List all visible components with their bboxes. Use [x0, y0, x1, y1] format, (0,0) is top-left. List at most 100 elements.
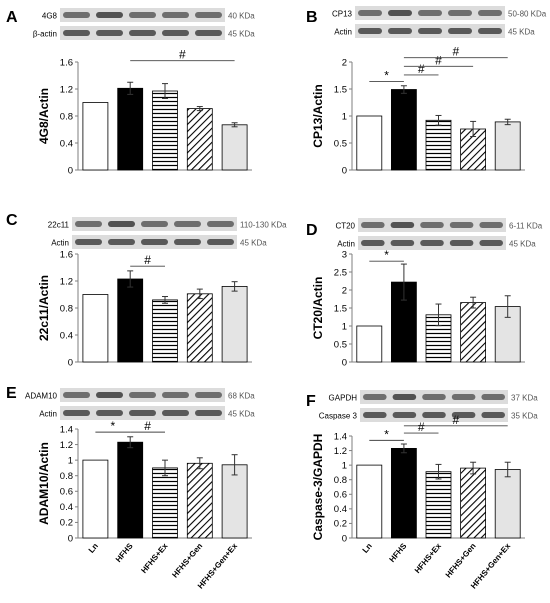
blot-label: CP13	[332, 10, 353, 19]
bar-hfhs-ex	[426, 120, 451, 170]
y-tick-label: 0.4	[334, 504, 347, 515]
significance-marker: *	[369, 427, 404, 441]
blot-band	[75, 221, 102, 227]
y-tick-label: 0.4	[60, 138, 73, 149]
blot-label: Actin	[39, 410, 57, 419]
y-tick-label: 1.5	[334, 84, 347, 95]
blot-label: Actin	[334, 28, 352, 37]
blot-strip: β-actin 45 KDa	[33, 26, 255, 40]
bar-hfhs-gen-ex	[495, 470, 520, 539]
y-tick-label: 1.5	[334, 303, 347, 314]
blot-size: 45 KDa	[240, 239, 267, 248]
y-tick-label: 0.8	[60, 111, 73, 122]
blot-band	[422, 394, 446, 400]
blot-label: β-actin	[33, 30, 57, 39]
blot-size: 45 KDa	[228, 410, 255, 419]
y-tick-label: 0.8	[60, 303, 73, 314]
bar-hfhs-gen	[187, 294, 212, 362]
blot-band	[141, 221, 168, 227]
y-tick-label: 1	[342, 111, 347, 122]
bar-hfhs-gen	[187, 463, 212, 538]
blot-band	[422, 412, 446, 418]
blot-band	[358, 28, 382, 34]
blot-band	[448, 28, 472, 34]
bar-ln	[357, 326, 382, 362]
blot-size: 68 KDa	[228, 392, 255, 401]
blot-strip: 22c11 110-130 KDa	[48, 217, 287, 231]
significance-marker: #	[130, 253, 165, 267]
blot-band	[129, 12, 156, 18]
x-tick-label: HFHS+Gen	[170, 541, 204, 579]
x-tick-label: HFHS+Gen	[444, 541, 478, 579]
blot-label: 22c11	[48, 221, 70, 230]
x-tick-label: Ln	[361, 541, 374, 554]
y-tick-label: 0	[68, 533, 73, 544]
blot-band	[96, 410, 123, 416]
blot-band	[195, 392, 222, 398]
y-tick-label: 0.8	[334, 475, 347, 486]
significance-symbol: *	[384, 427, 389, 441]
blot-size: 35 KDa	[511, 412, 538, 421]
blot-band	[108, 221, 135, 227]
blot-band	[450, 240, 474, 246]
x-tick-label: HFHS	[388, 541, 409, 564]
bar-ln	[83, 295, 108, 363]
y-tick-label: 1.6	[60, 57, 73, 68]
significance-symbol: #	[435, 53, 442, 67]
blot-size: 40 KDa	[228, 12, 255, 21]
bar-hfhs-ex	[153, 468, 178, 538]
significance-symbol: #	[418, 420, 425, 434]
significance-symbol: *	[384, 248, 389, 262]
blot-band	[361, 240, 385, 246]
bar-hfhs	[391, 90, 416, 171]
y-tick-label: 1.6	[60, 249, 73, 260]
blot-band	[363, 412, 387, 418]
bar-hfhs-gen-ex	[222, 125, 247, 170]
y-tick-label: 1	[68, 455, 73, 466]
significance-marker: *	[369, 68, 404, 82]
significance-symbol: #	[452, 413, 459, 427]
blot-strip: CP13 50-80 KDa	[332, 6, 547, 20]
panel-d: D CT20 6-11 KDaActin 45 KDa00.511.522.53CT2…	[306, 218, 543, 368]
y-tick-label: 1.2	[334, 446, 347, 457]
blot-band	[174, 221, 201, 227]
blot-band	[195, 12, 222, 18]
blot-band	[108, 239, 135, 245]
blot-band	[195, 30, 222, 36]
blot-band	[162, 12, 189, 18]
significance-marker: #	[130, 419, 165, 433]
y-tick-label: 1.4	[60, 424, 73, 435]
blot-strip: CT20 6-11 KDa	[335, 218, 542, 232]
blot-band	[96, 12, 123, 18]
y-tick-label: 0.5	[334, 339, 347, 350]
blot-band	[129, 410, 156, 416]
bar-ln	[357, 116, 382, 170]
bar-ln	[83, 103, 108, 171]
blot-band	[96, 30, 123, 36]
blot-size: 6-11 KDa	[509, 222, 543, 231]
y-tick-label: 0.2	[60, 518, 73, 529]
y-axis-label: Caspase-3/GAPDH	[311, 434, 325, 541]
blot-band	[478, 28, 502, 34]
x-tick-label: HFHS	[114, 541, 135, 564]
blot-band	[481, 394, 505, 400]
y-tick-label: 0.6	[334, 490, 347, 501]
bar-hfhs-gen-ex	[222, 465, 247, 538]
bar-hfhs	[118, 442, 143, 538]
blot-band	[162, 410, 189, 416]
y-tick-label: 0.6	[60, 487, 73, 498]
blot-band	[363, 394, 387, 400]
blot-strip: 4G8 40 KDa	[42, 8, 255, 22]
blot-band	[207, 221, 234, 227]
panel-letter: E	[6, 385, 17, 402]
blot-band	[448, 10, 472, 16]
blot-strip: Actin 45 KDa	[39, 406, 255, 420]
blot-band	[420, 240, 444, 246]
bar-hfhs-gen-ex	[495, 122, 520, 170]
panel-f: F GAPDH 37 KDa Caspase 3 35 KDa 0 0.2 0.4 0.6 0.8…	[306, 390, 538, 591]
y-axis-label: CT20/Actin	[311, 277, 325, 340]
bar-hfhs-gen	[461, 303, 486, 362]
y-tick-label: 0	[342, 533, 347, 544]
blot-label: ADAM10	[25, 392, 58, 401]
significance-symbol: #	[418, 62, 425, 76]
